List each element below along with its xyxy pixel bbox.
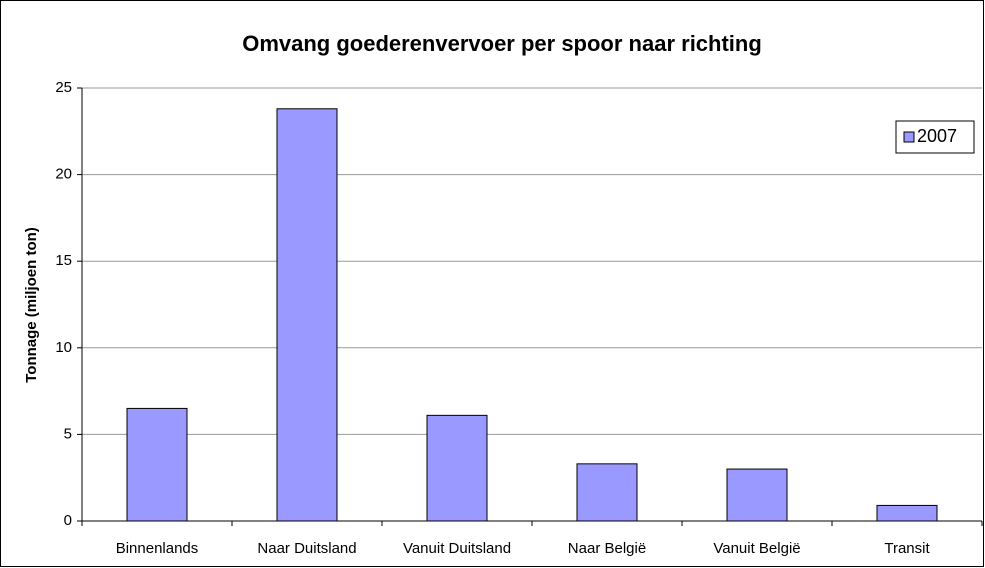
y-tick-label: 25 [55, 79, 72, 96]
bar [726, 468, 788, 522]
x-tick-label: Naar België [568, 540, 646, 557]
legend-label: 2007 [917, 126, 957, 146]
bar [426, 414, 488, 522]
x-tick-label: Naar Duitsland [257, 540, 356, 557]
x-tick-label: Transit [884, 540, 930, 557]
bar [876, 504, 938, 522]
bar [126, 407, 188, 522]
y-tick-label: 10 [55, 339, 72, 356]
y-tick-label: 5 [64, 425, 72, 442]
y-tick-label: 15 [55, 252, 72, 269]
bar [276, 108, 338, 522]
x-tick-label: Vanuit België [713, 540, 800, 557]
x-tick-label: Binnenlands [116, 540, 199, 557]
legend-swatch [903, 131, 915, 143]
x-tick-label: Vanuit Duitsland [403, 540, 511, 557]
y-axis-label: Tonnage (miljoen ton) [23, 227, 40, 383]
y-tick-label: 0 [64, 512, 72, 529]
bar [576, 463, 638, 522]
chart-title: Omvang goederenvervoer per spoor naar ri… [242, 31, 762, 56]
y-tick-label: 20 [55, 166, 72, 183]
